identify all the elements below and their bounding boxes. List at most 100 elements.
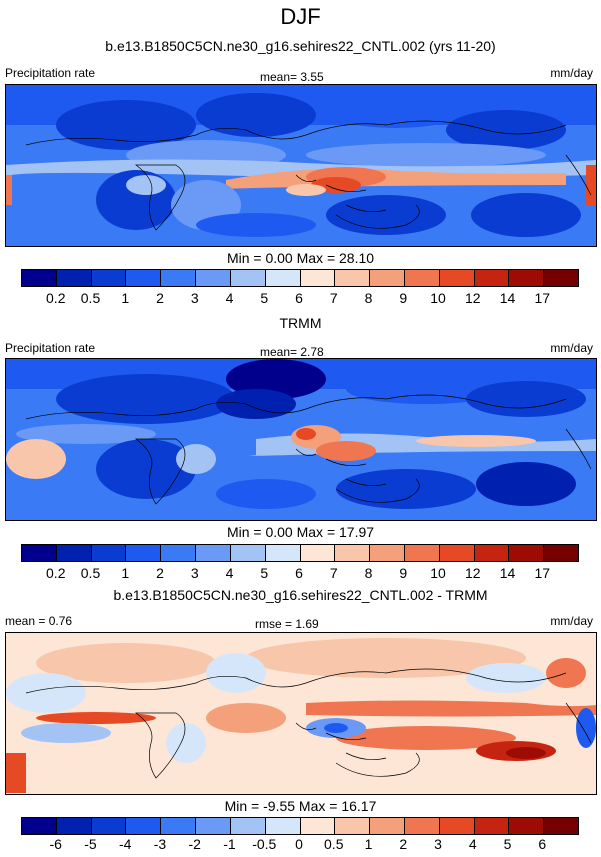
colorbar-swatch	[265, 818, 301, 834]
panel-1-mean-label: mean= 3.55	[260, 70, 324, 84]
colorbar-tick-label: 6	[295, 565, 303, 581]
colorbar-swatch	[439, 818, 475, 834]
colorbar-tick-label: 2	[156, 565, 164, 581]
colorbar-tick-label: 7	[329, 565, 338, 581]
panel-3-title: b.e13.B1850C5CN.ne30_g16.sehires22_CNTL.…	[113, 587, 488, 603]
colorbar-tick-label: 0.5	[80, 565, 101, 581]
colorbar-tick-label: 3	[190, 565, 199, 581]
colorbar-tick-label: 8	[364, 565, 373, 581]
colorbar-tick-label: 2	[399, 836, 408, 852]
colorbar-swatch	[509, 818, 545, 834]
colorbar-swatch	[335, 545, 371, 561]
colorbar-tick-label: 2	[156, 290, 164, 306]
colorbar-swatch	[404, 270, 440, 286]
colorbar-swatch	[91, 270, 127, 286]
colorbar-tick-label: 6	[538, 836, 547, 852]
colorbar-tick-label: 0.2	[46, 565, 66, 581]
colorbar-swatch	[196, 270, 231, 286]
colorbar-tick-label: 7	[329, 290, 338, 306]
colorbar-tick-label: 17	[534, 565, 551, 581]
colorbar-swatch	[370, 545, 405, 561]
colorbar-tick-label: -1	[223, 836, 236, 852]
panel-2-mean-label: mean= 2.78	[260, 345, 324, 359]
colorbar-swatch	[22, 270, 57, 286]
panel-1-minmax: Min = 0.00 Max = 28.10	[226, 250, 375, 266]
colorbar-swatch	[544, 270, 578, 286]
panel-3-units-label: mm/day	[550, 614, 593, 628]
colorbar-tick-label: 5	[503, 836, 512, 852]
colorbar-swatch	[126, 545, 162, 561]
colorbar-swatch	[300, 270, 336, 286]
colorbar-swatch	[370, 818, 405, 834]
panel-2-colorbar	[21, 544, 579, 562]
panel-1-variable-label: Precipitation rate	[5, 66, 96, 80]
colorbar-tick-label: 6	[295, 290, 303, 306]
panel-3-mean-label: mean = 0.76	[5, 614, 73, 628]
colorbar-tick-label: 12	[464, 290, 481, 306]
colorbar-tick-label: -6	[49, 836, 62, 852]
colorbar-tick-label: 10	[430, 290, 446, 306]
colorbar-swatch	[22, 545, 57, 561]
colorbar-tick-label: 12	[464, 565, 481, 581]
colorbar-swatch	[56, 545, 92, 561]
colorbar-swatch	[91, 818, 127, 834]
colorbar-tick-label: 0	[295, 836, 303, 852]
colorbar-tick-label: 4	[225, 290, 234, 306]
colorbar-tick-label: 1	[121, 565, 130, 581]
colorbar-swatch	[335, 270, 371, 286]
panel-3-colorbar	[21, 817, 579, 835]
colorbar-tick-label: 4	[225, 565, 234, 581]
colorbar-tick-label: -4	[119, 836, 132, 852]
colorbar-swatch	[22, 818, 57, 834]
colorbar-swatch	[230, 270, 266, 286]
colorbar-swatch	[161, 270, 197, 286]
colorbar-tick-label: 14	[499, 565, 516, 581]
colorbar-swatch	[544, 545, 578, 561]
colorbar-tick-label: 0.5	[324, 836, 344, 852]
colorbar-swatch	[126, 270, 162, 286]
panel-3-map	[5, 632, 597, 795]
colorbar-swatch	[161, 545, 197, 561]
colorbar-swatch	[300, 818, 336, 834]
colorbar-swatch	[56, 270, 92, 286]
colorbar-tick-label: 9	[399, 290, 408, 306]
colorbar-swatch	[161, 818, 197, 834]
colorbar-tick-label: 4	[468, 836, 477, 852]
colorbar-swatch	[370, 270, 405, 286]
panel-2-variable-label: Precipitation rate	[5, 341, 96, 355]
colorbar-swatch	[91, 545, 127, 561]
colorbar-swatch	[265, 270, 301, 286]
colorbar-tick-label: 17	[534, 290, 551, 306]
season-title: DJF	[280, 4, 321, 29]
colorbar-swatch	[509, 270, 545, 286]
panel-1-colorbar	[21, 269, 579, 287]
colorbar-swatch	[439, 270, 475, 286]
colorbar-tick-label: 1	[364, 836, 373, 852]
colorbar-tick-label: 3	[190, 290, 199, 306]
panel-1-map	[5, 84, 597, 247]
colorbar-tick-label: -2	[188, 836, 201, 852]
colorbar-tick-label: -3	[153, 836, 167, 852]
colorbar-tick-label: 1	[121, 290, 130, 306]
colorbar-tick-label: 9	[399, 565, 408, 581]
panel-2-minmax: Min = 0.00 Max = 17.97	[226, 524, 375, 540]
panel-2-map	[5, 358, 597, 521]
colorbar-swatch	[335, 818, 371, 834]
colorbar-tick-label: 5	[260, 290, 269, 306]
colorbar-swatch	[474, 818, 510, 834]
colorbar-swatch	[544, 818, 578, 834]
panel-2-units-label: mm/day	[550, 341, 593, 355]
panel-1-colorbar-ticks: 0.2 0.5 1 2 3 4 5 6 7 8 9 10 12 14 17	[21, 290, 577, 308]
panel-3-rmse-label: rmse = 1.69	[255, 617, 319, 631]
colorbar-swatch	[439, 545, 475, 561]
colorbar-tick-label: 3	[434, 836, 442, 852]
colorbar-swatch	[56, 818, 92, 834]
colorbar-swatch	[126, 818, 162, 834]
panel-2-title: TRMM	[279, 315, 322, 331]
colorbar-tick-label: 8	[364, 290, 373, 306]
colorbar-swatch	[404, 818, 440, 834]
colorbar-swatch	[474, 545, 510, 561]
colorbar-swatch	[474, 270, 510, 286]
panel-2-colorbar-ticks: 0.2 0.5 1 2 3 4 5 6 7 8 9 10 12 14 17	[21, 565, 577, 583]
colorbar-tick-label: -0.5	[252, 836, 277, 852]
